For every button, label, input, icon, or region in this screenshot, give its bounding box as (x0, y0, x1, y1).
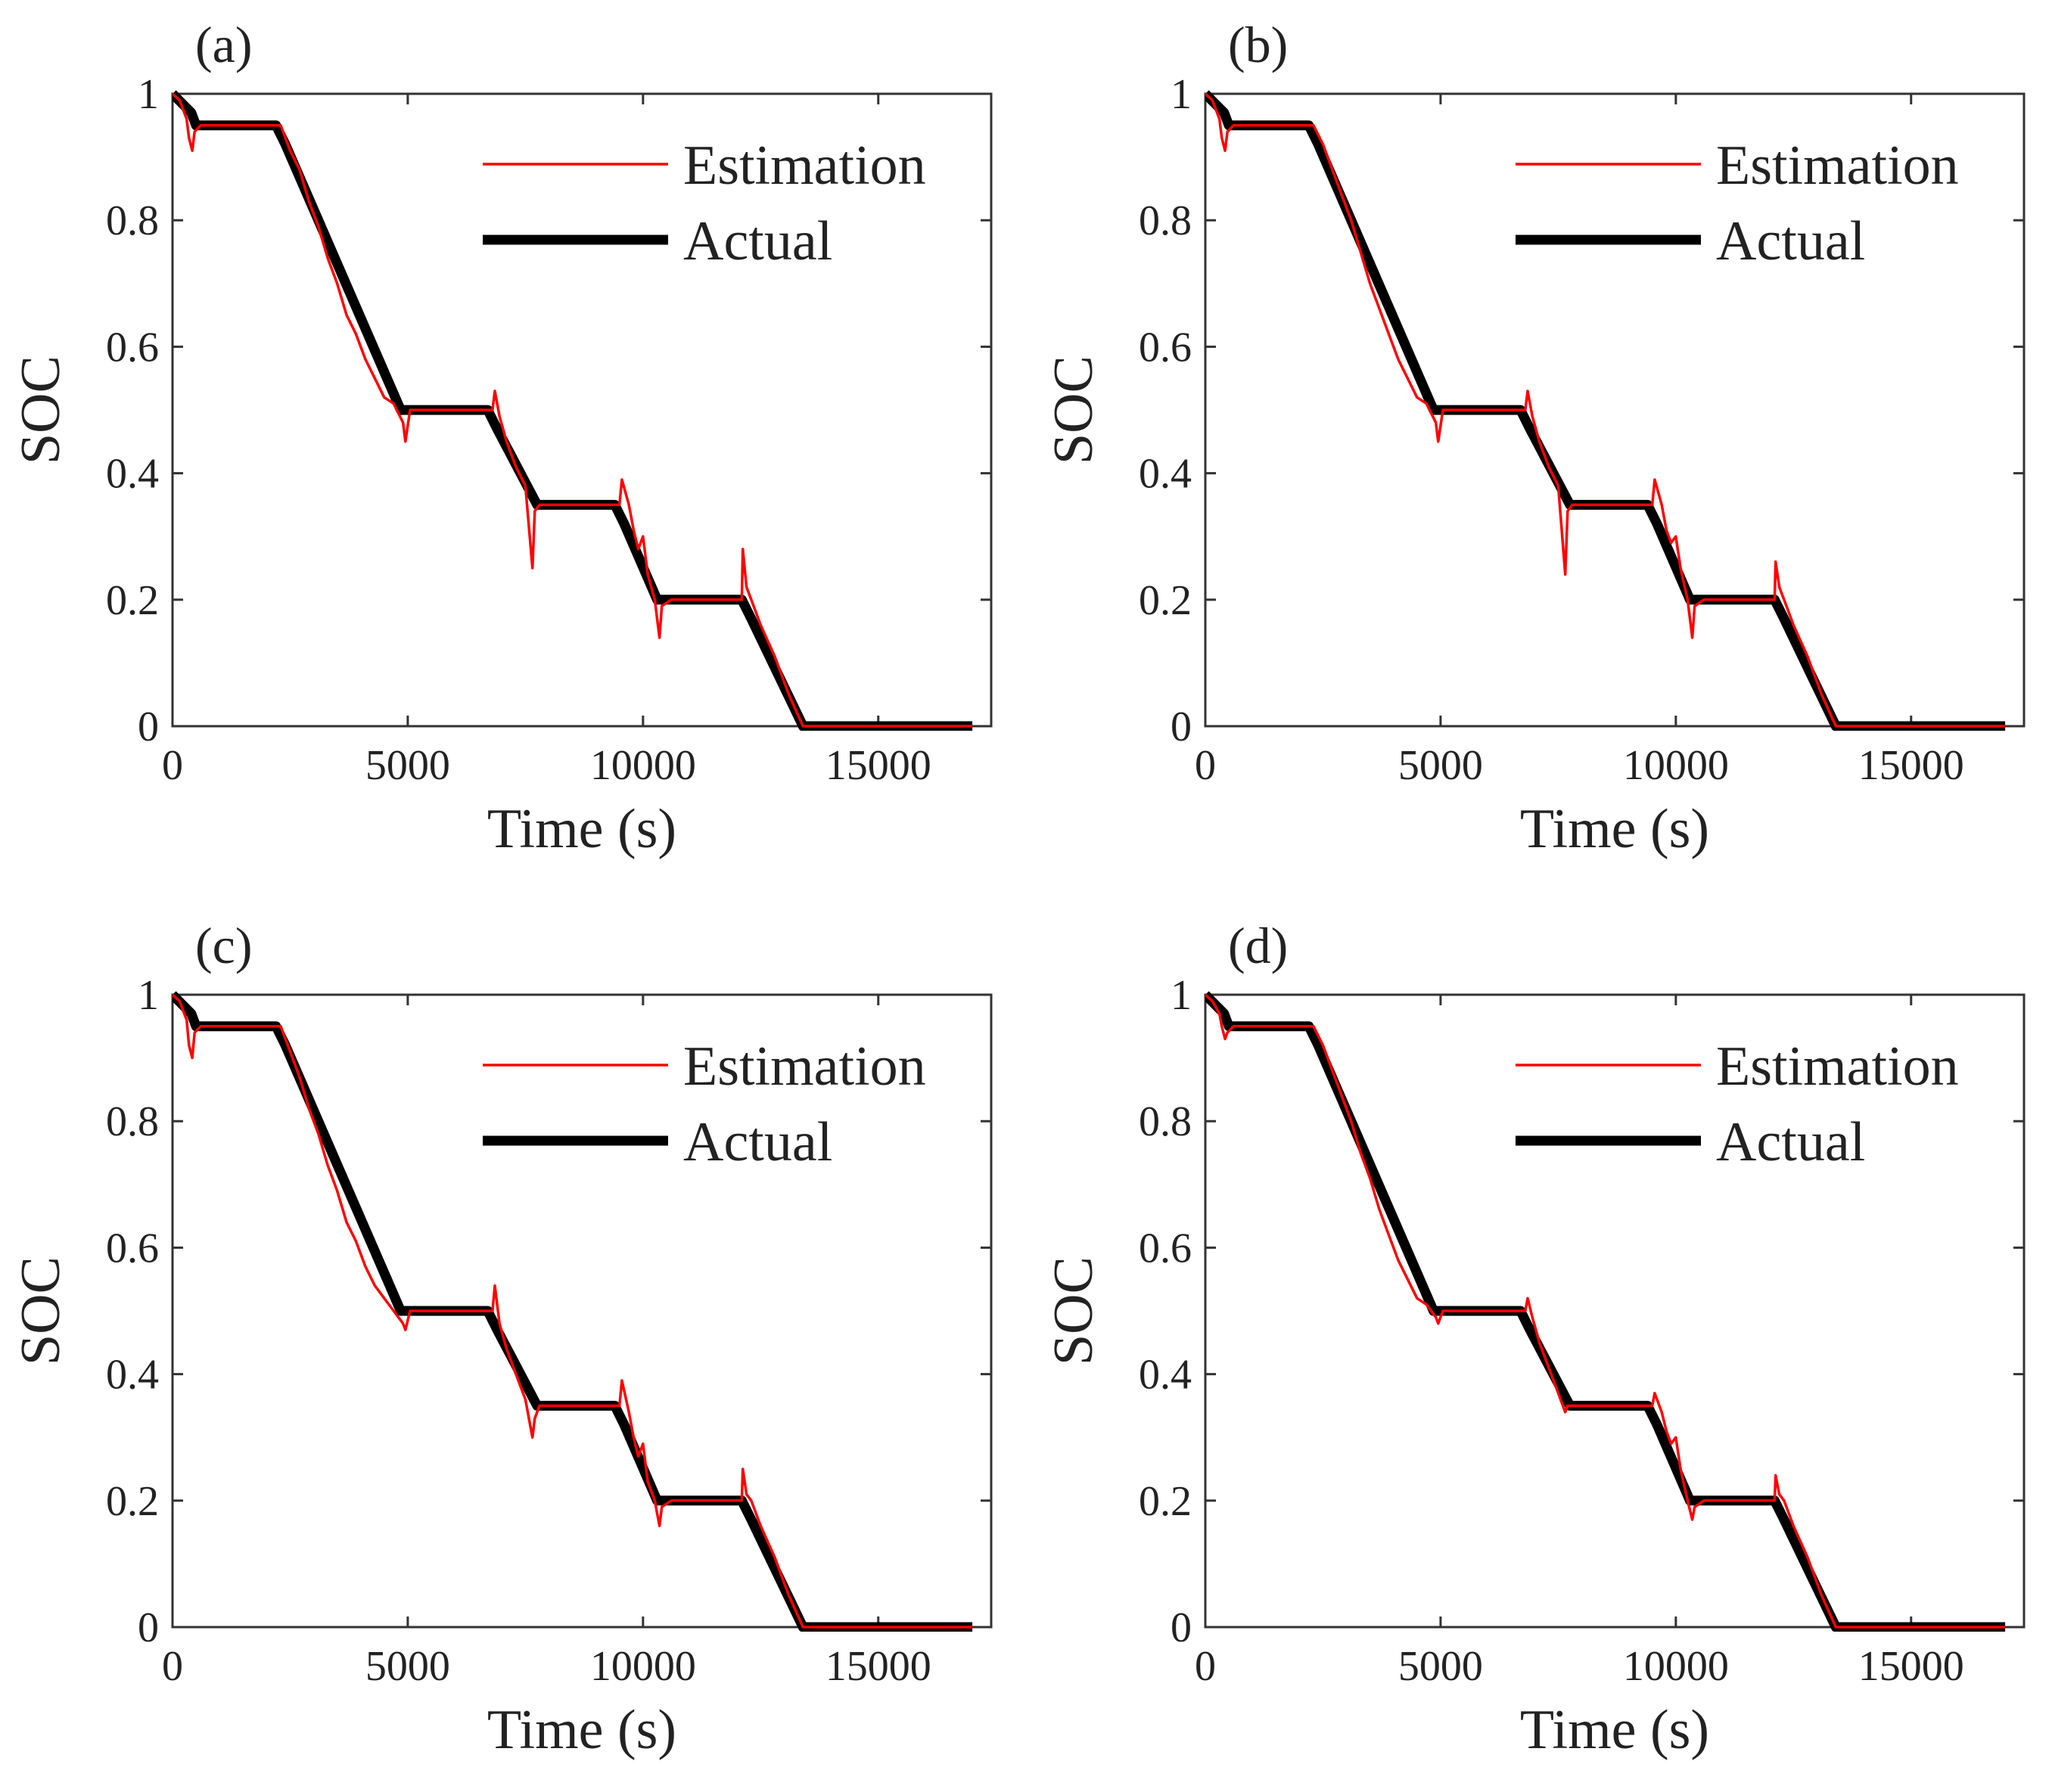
x-tick-label: 5000 (365, 742, 450, 789)
x-tick-label: 0 (162, 742, 183, 789)
y-tick-label: 0.2 (106, 1478, 159, 1525)
x-tick-label: 15000 (825, 742, 931, 789)
y-tick-label: 1 (138, 972, 159, 1019)
axes-box (171, 993, 993, 1629)
x-tick-label: 10000 (590, 1643, 696, 1690)
series-line-estimation (173, 993, 973, 1629)
chart-panel-1: 0 0.2 0.4 0.6 0.8 1 0 5000 10000 15000 Time (s) SOC… (10, 16, 993, 860)
legend-label-estimation: Estimation (683, 1036, 926, 1098)
y-tick-label: 0.2 (106, 577, 159, 624)
axes-box (171, 92, 993, 728)
y-tick-label: 1 (1171, 972, 1192, 1019)
panel-label: (d) (1228, 917, 1288, 974)
series-line-estimation (1205, 92, 2006, 728)
y-tick-label: 0.2 (1139, 577, 1192, 624)
y-axis-label: SOC (10, 1256, 72, 1365)
axes-box (1204, 92, 2026, 728)
y-tick-label: 1 (1171, 71, 1192, 118)
legend-label-actual: Actual (1716, 1111, 1865, 1173)
y-tick-label: 1 (138, 71, 159, 118)
legend-label-estimation: Estimation (1716, 135, 1959, 197)
y-axis-label: SOC (10, 356, 72, 464)
y-tick-label: 0.2 (1139, 1478, 1192, 1525)
legend-label-actual: Actual (1716, 210, 1865, 272)
x-tick-label: 15000 (1858, 742, 1964, 789)
y-tick-label: 0.4 (106, 451, 159, 498)
y-tick-label: 0.6 (1139, 1225, 1192, 1272)
y-tick-label: 0.6 (106, 324, 159, 371)
y-tick-label: 0 (1171, 1604, 1192, 1651)
series-line-estimation (173, 92, 973, 728)
x-tick-label: 5000 (365, 1643, 450, 1690)
y-axis-label: SOC (1043, 356, 1105, 464)
x-tick-label: 5000 (1398, 742, 1483, 789)
x-axis-label: Time (s) (487, 798, 676, 860)
y-tick-label: 0.8 (106, 197, 159, 244)
axes-box (1204, 993, 2026, 1629)
y-tick-label: 0 (138, 1604, 159, 1651)
x-tick-label: 0 (1195, 742, 1216, 789)
x-axis-label: Time (s) (1520, 798, 1709, 860)
y-tick-label: 0 (138, 703, 159, 750)
y-tick-label: 0.4 (106, 1352, 159, 1399)
x-axis-label: Time (s) (1520, 1699, 1709, 1761)
x-tick-label: 5000 (1398, 1643, 1483, 1690)
x-tick-label: 15000 (1858, 1643, 1964, 1690)
y-axis-label: SOC (1043, 1256, 1105, 1365)
panel-label: (b) (1228, 16, 1288, 73)
x-tick-label: 0 (162, 1643, 183, 1690)
y-tick-label: 0 (1171, 703, 1192, 750)
chart-panel-4: 0 0.2 0.4 0.6 0.8 1 0 5000 10000 15000 Time (s) SOC… (1043, 917, 2026, 1761)
x-tick-label: 0 (1195, 1643, 1216, 1690)
legend-label-estimation: Estimation (1716, 1036, 1959, 1098)
panel-label: (a) (195, 16, 252, 73)
legend-label-estimation: Estimation (683, 135, 926, 197)
y-tick-label: 0.6 (106, 1225, 159, 1272)
x-tick-label: 10000 (1623, 742, 1729, 789)
y-tick-label: 0.6 (1139, 324, 1192, 371)
x-axis-label: Time (s) (487, 1699, 676, 1761)
x-tick-label: 15000 (825, 1643, 931, 1690)
legend-label-actual: Actual (683, 1111, 832, 1173)
y-tick-label: 0.4 (1139, 1352, 1192, 1399)
panel-label: (c) (195, 917, 252, 974)
y-tick-label: 0.8 (1139, 1098, 1192, 1145)
legend-label-actual: Actual (683, 210, 832, 272)
chart-panel-3: 0 0.2 0.4 0.6 0.8 1 0 5000 10000 15000 Time (s) SOC… (10, 917, 993, 1761)
chart-panel-2: 0 0.2 0.4 0.6 0.8 1 0 5000 10000 15000 Time (s) SOC… (1043, 16, 2026, 860)
y-tick-label: 0.4 (1139, 451, 1192, 498)
series-line-estimation (1205, 993, 2006, 1629)
x-tick-label: 10000 (1623, 1643, 1729, 1690)
x-tick-label: 10000 (590, 742, 696, 789)
y-tick-label: 0.8 (1139, 197, 1192, 244)
y-tick-label: 0.8 (106, 1098, 159, 1145)
